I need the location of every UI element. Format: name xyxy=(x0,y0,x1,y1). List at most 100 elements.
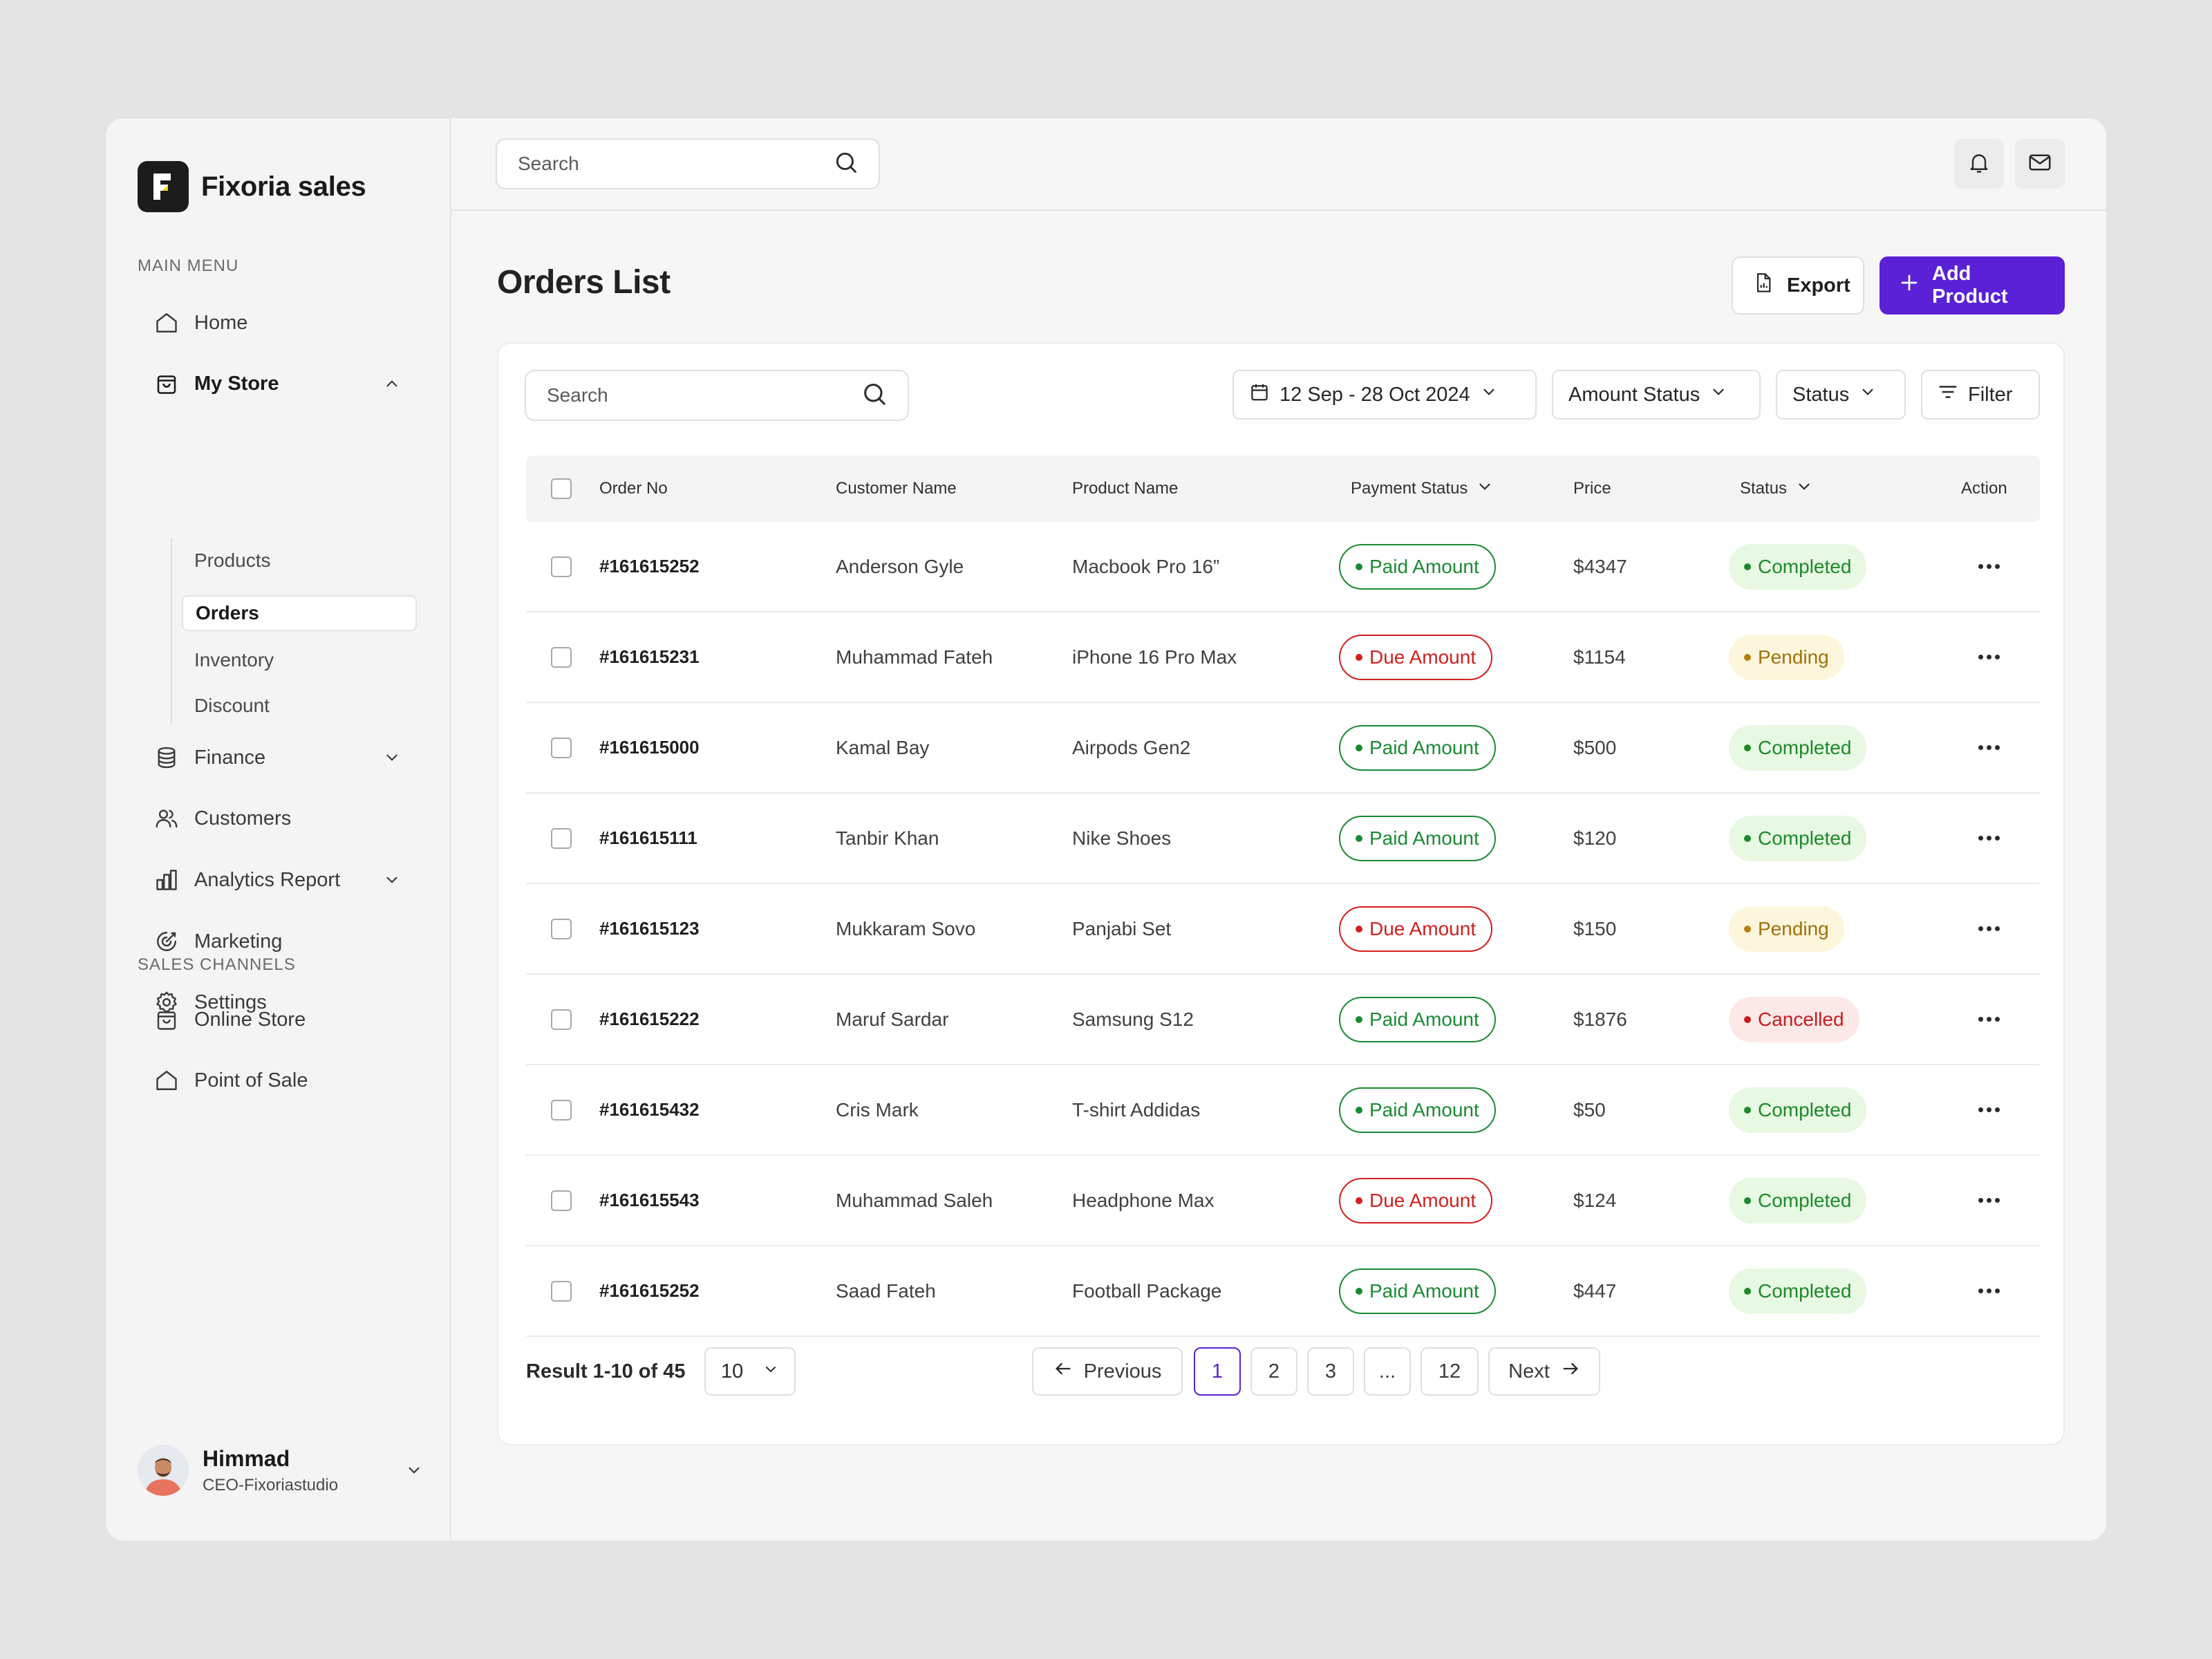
col-product-name[interactable]: Product Name xyxy=(1072,479,1179,498)
page-button-1[interactable]: 1 xyxy=(1194,1347,1241,1396)
sidebar-item-settings[interactable]: Settings xyxy=(153,983,415,1022)
export-button[interactable]: Export xyxy=(1732,256,1864,315)
page-button-2[interactable]: 2 xyxy=(1250,1347,1297,1396)
row-checkbox[interactable] xyxy=(551,1246,572,1335)
date-range-picker[interactable]: 12 Sep - 28 Oct 2024 xyxy=(1232,370,1537,420)
select-all-checkbox[interactable] xyxy=(551,456,572,522)
row-actions[interactable] xyxy=(1971,1156,2007,1245)
sidebar-item-finance[interactable]: Finance xyxy=(153,738,415,777)
search-icon[interactable] xyxy=(861,380,888,411)
row-actions[interactable] xyxy=(1971,522,2007,611)
chevron-down-icon[interactable] xyxy=(400,1456,428,1484)
product-name: iPhone 16 Pro Max xyxy=(1072,646,1237,668)
row-actions[interactable] xyxy=(1971,975,2007,1064)
more-horizontal-icon[interactable] xyxy=(1971,1092,2007,1128)
more-horizontal-icon[interactable] xyxy=(1971,821,2007,856)
subnav-item-orders[interactable]: Orders xyxy=(182,595,417,631)
page-button-3[interactable]: 3 xyxy=(1307,1347,1354,1396)
per-page-select[interactable]: 10 xyxy=(704,1347,796,1396)
chevron-down-icon[interactable] xyxy=(378,744,406,771)
more-horizontal-icon[interactable] xyxy=(1971,639,2007,675)
status-badge: Pending xyxy=(1729,906,1844,952)
more-horizontal-icon[interactable] xyxy=(1971,1002,2007,1038)
messages-button[interactable] xyxy=(2015,139,2065,189)
row-actions[interactable] xyxy=(1971,1065,2007,1154)
sidebar-item-customers[interactable]: Customers xyxy=(153,799,415,838)
table-row[interactable]: #161615252 Saad Fateh Football Package Paid… xyxy=(526,1246,2040,1337)
payment-status-cell: Due Amount xyxy=(1339,612,1493,702)
subnav-item-discount[interactable]: Discount xyxy=(194,695,270,716)
col-order-no[interactable]: Order No xyxy=(599,479,668,498)
avatar xyxy=(138,1445,189,1496)
global-search[interactable] xyxy=(496,138,880,189)
payment-status-badge: Paid Amount xyxy=(1339,996,1496,1042)
status-badge: Completed xyxy=(1729,815,1867,861)
price: $150 xyxy=(1573,917,1617,939)
row-checkbox[interactable] xyxy=(551,612,572,702)
row-checkbox[interactable] xyxy=(551,884,572,973)
sidebar-item-home[interactable]: Home xyxy=(153,303,415,342)
col-customer-name[interactable]: Customer Name xyxy=(836,479,957,498)
row-checkbox[interactable] xyxy=(551,522,572,611)
sidebar-item-point-of-sale[interactable]: Point of Sale xyxy=(153,1061,415,1100)
arrow-left-icon xyxy=(1053,1359,1073,1384)
sidebar-item-my-store[interactable]: My Store xyxy=(153,364,415,403)
subnav-item-products[interactable]: Products xyxy=(194,550,271,571)
table-row[interactable]: #161615252 Anderson Gyle Macbook Pro 16” Pa… xyxy=(526,522,2040,612)
sidebar: Fixoria sales MAIN MENU Home My Store Pr… xyxy=(106,118,451,1541)
table-row[interactable]: #161615123 Mukkaram Sovo Panjabi Set Due Am… xyxy=(526,884,2040,975)
col-status[interactable]: Status xyxy=(1740,456,1813,522)
table-row[interactable]: #161615543 Muhammad Saleh Headphone Max Due… xyxy=(526,1156,2040,1246)
amount-status-dropdown[interactable]: Amount Status xyxy=(1552,370,1761,420)
customer-name: Mukkaram Sovo xyxy=(836,917,976,939)
subnav-item-inventory[interactable]: Inventory xyxy=(194,649,274,671)
sidebar-item-analytics-report[interactable]: Analytics Report xyxy=(153,861,415,899)
search-icon[interactable] xyxy=(833,149,859,179)
more-horizontal-icon[interactable] xyxy=(1971,549,2007,585)
row-actions[interactable] xyxy=(1971,794,2007,883)
previous-page-button[interactable]: Previous xyxy=(1032,1347,1183,1396)
row-checkbox[interactable] xyxy=(551,703,572,792)
page-button-12[interactable]: 12 xyxy=(1421,1347,1479,1396)
col-status-label: Status xyxy=(1740,479,1788,498)
row-checkbox[interactable] xyxy=(551,975,572,1064)
add-product-button[interactable]: Add Product xyxy=(1880,256,2065,315)
result-count: Result 1-10 of 45 xyxy=(526,1360,686,1382)
filter-button[interactable]: Filter xyxy=(1921,370,2040,420)
export-label: Export xyxy=(1787,274,1850,297)
more-horizontal-icon[interactable] xyxy=(1971,730,2007,766)
row-actions[interactable] xyxy=(1971,612,2007,702)
row-checkbox[interactable] xyxy=(551,794,572,883)
product-name: Samsung S12 xyxy=(1072,1008,1194,1030)
row-checkbox[interactable] xyxy=(551,1156,572,1245)
customer-name: Muhammad Fateh xyxy=(836,646,993,668)
sidebar-item-marketing[interactable]: Marketing xyxy=(153,922,415,961)
row-actions[interactable] xyxy=(1971,884,2007,973)
table-row[interactable]: #161615222 Maruf Sardar Samsung S12 Paid Am… xyxy=(526,975,2040,1065)
row-checkbox[interactable] xyxy=(551,1065,572,1154)
orders-search[interactable] xyxy=(525,370,909,421)
col-payment-status[interactable]: Payment Status xyxy=(1351,456,1494,522)
brand[interactable]: Fixoria sales xyxy=(138,161,366,212)
calendar-icon xyxy=(1249,382,1270,408)
row-actions[interactable] xyxy=(1971,1246,2007,1335)
table-row[interactable]: #161615231 Muhammad Fateh iPhone 16 Pro Ma… xyxy=(526,612,2040,703)
chevron-down-icon[interactable] xyxy=(378,866,406,894)
table-row[interactable]: #161615111 Tanbir Khan Nike Shoes Paid Amou… xyxy=(526,794,2040,884)
table-row[interactable]: #161615432 Cris Mark T-shirt Addidas Paid A… xyxy=(526,1065,2040,1156)
status-dropdown[interactable]: Status xyxy=(1776,370,1906,420)
table-row[interactable]: #161615000 Kamal Bay Airpods Gen2 Paid Amou… xyxy=(526,703,2040,794)
search-input[interactable] xyxy=(518,153,833,175)
more-horizontal-icon[interactable] xyxy=(1971,1273,2007,1309)
more-horizontal-icon[interactable] xyxy=(1971,911,2007,947)
chevron-up-icon[interactable] xyxy=(378,370,406,397)
row-actions[interactable] xyxy=(1971,703,2007,792)
more-horizontal-icon[interactable] xyxy=(1971,1183,2007,1219)
orders-search-input[interactable] xyxy=(547,384,861,406)
sidebar-item-online-store[interactable]: Online Store xyxy=(153,1000,415,1039)
next-page-button[interactable]: Next xyxy=(1488,1347,1600,1396)
product-name: Nike Shoes xyxy=(1072,827,1172,849)
notifications-button[interactable] xyxy=(1954,139,2004,189)
col-price[interactable]: Price xyxy=(1573,479,1611,498)
user-profile[interactable]: Himmad CEO-Fixoriastudio xyxy=(138,1441,428,1499)
